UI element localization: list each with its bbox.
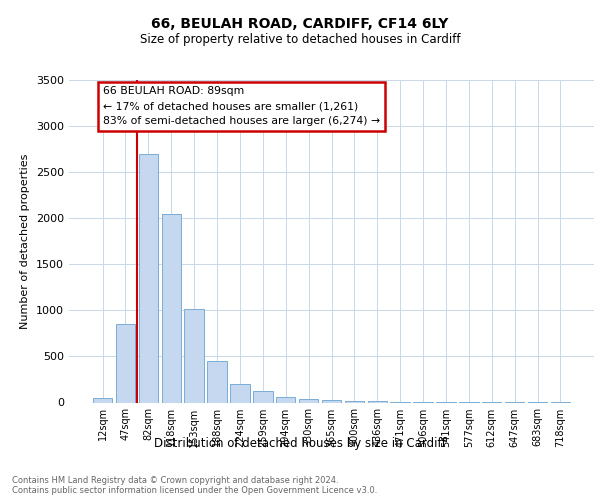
Bar — [116, 324, 135, 402]
Text: Size of property relative to detached houses in Cardiff: Size of property relative to detached ho… — [140, 34, 460, 46]
Text: Distribution of detached houses by size in Cardiff: Distribution of detached houses by size … — [154, 438, 446, 450]
Bar — [276, 396, 295, 402]
Bar — [230, 384, 250, 402]
Y-axis label: Number of detached properties: Number of detached properties — [20, 154, 31, 329]
Text: 66, BEULAH ROAD, CARDIFF, CF14 6LY: 66, BEULAH ROAD, CARDIFF, CF14 6LY — [151, 18, 449, 32]
Text: 66 BEULAH ROAD: 89sqm
← 17% of detached houses are smaller (1,261)
83% of semi-d: 66 BEULAH ROAD: 89sqm ← 17% of detached … — [103, 86, 380, 126]
Bar — [139, 154, 158, 402]
Text: Contains HM Land Registry data © Crown copyright and database right 2024.
Contai: Contains HM Land Registry data © Crown c… — [12, 476, 377, 495]
Bar — [344, 401, 364, 402]
Bar — [93, 398, 112, 402]
Bar — [208, 360, 227, 403]
Bar — [161, 214, 181, 402]
Bar — [184, 310, 204, 402]
Bar — [322, 400, 341, 402]
Bar — [299, 399, 319, 402]
Bar — [253, 390, 272, 402]
